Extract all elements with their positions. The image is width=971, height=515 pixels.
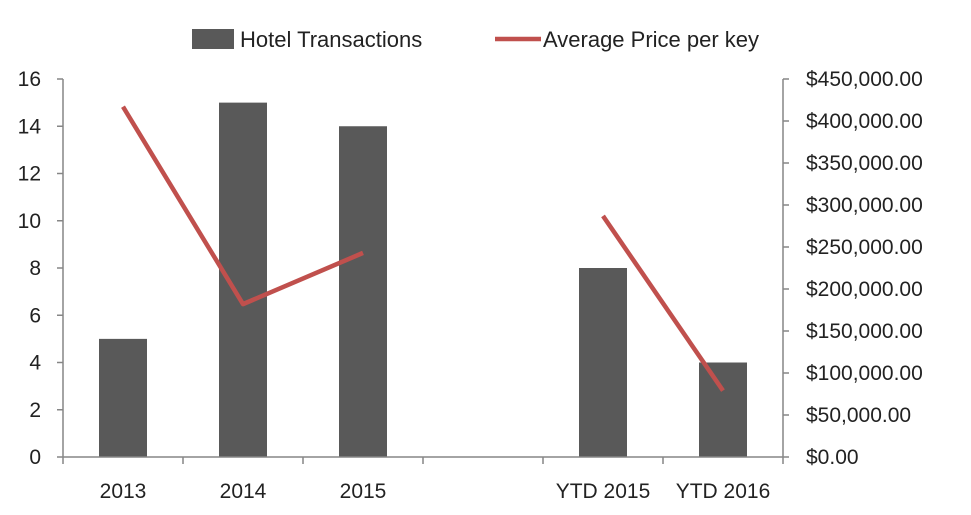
right-tick-label: $350,000.00 <box>806 152 923 175</box>
bar <box>699 362 747 457</box>
right-tick-label: $50,000.00 <box>806 404 911 427</box>
legend-swatch-bar <box>192 29 234 49</box>
left-tick-label: 14 <box>18 115 42 138</box>
right-tick-label: $0.00 <box>806 446 859 469</box>
right-tick-label: $300,000.00 <box>806 194 923 217</box>
axes: 0 2 4 6 8 10 12 14 16 $0.00 $50,000.00 $100,000.00 $… <box>18 68 923 503</box>
left-tick-label: 16 <box>18 68 41 91</box>
left-tick-label: 4 <box>29 352 41 375</box>
left-tick-label: 10 <box>18 210 41 233</box>
left-tick-label: 2 <box>29 399 41 422</box>
right-tick-label: $100,000.00 <box>806 362 923 385</box>
legend-label-transactions: Hotel Transactions <box>240 27 422 52</box>
right-tick-label: $250,000.00 <box>806 236 923 259</box>
x-tick-label: YTD 2016 <box>676 480 771 503</box>
left-tick-label: 6 <box>29 304 41 327</box>
x-tick-label: 2014 <box>220 480 267 503</box>
right-tick-label: $150,000.00 <box>806 320 923 343</box>
left-tick-label: 0 <box>29 446 41 469</box>
x-tick-label: 2015 <box>340 480 387 503</box>
right-tick-label: $200,000.00 <box>806 278 923 301</box>
legend: Hotel Transactions Average Price per key <box>192 27 759 52</box>
bar <box>99 338 147 457</box>
price-line-segment <box>121 105 364 307</box>
bar <box>579 268 627 457</box>
bar-series <box>99 102 747 457</box>
bar <box>339 126 387 457</box>
right-tick-label: $400,000.00 <box>806 110 923 133</box>
x-tick-label: 2013 <box>100 480 147 503</box>
legend-label-price: Average Price per key <box>543 27 759 52</box>
left-tick-label: 8 <box>29 257 41 280</box>
right-tick-label: $450,000.00 <box>806 68 923 91</box>
price-line-segment <box>601 214 725 392</box>
left-tick-label: 12 <box>18 163 41 186</box>
x-tick-label: YTD 2015 <box>556 480 651 503</box>
line-series <box>121 105 725 392</box>
